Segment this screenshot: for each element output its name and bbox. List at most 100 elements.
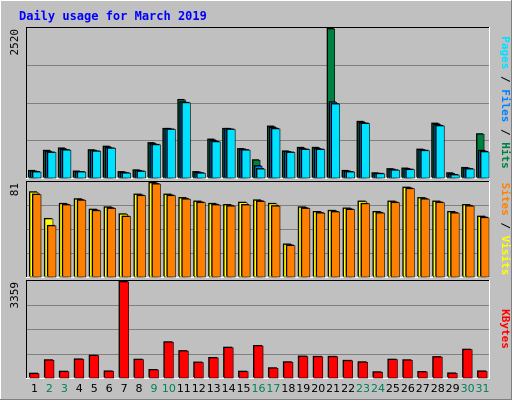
x-tick-label: 9 <box>150 382 157 395</box>
bar-kbytes <box>238 371 249 379</box>
bar-kbytes <box>179 350 189 379</box>
x-tick-label: 29 <box>446 382 460 395</box>
x-tick-label: 6 <box>106 382 113 395</box>
bar-sites <box>376 212 385 278</box>
legend-item: KBytes <box>499 309 512 349</box>
bar-sites <box>77 200 87 278</box>
y-axis-max-label: 81 <box>8 183 21 196</box>
legend-item: Pages <box>499 36 512 69</box>
x-tick-label: 18 <box>281 382 295 395</box>
x-tick-label: 16 <box>252 382 266 395</box>
bar-kbytes <box>193 362 204 379</box>
x-tick-label: 17 <box>266 382 280 395</box>
x-tick-label: 20 <box>311 382 325 395</box>
bar-pages <box>271 128 281 179</box>
bar-pages <box>152 144 161 179</box>
bar-kbytes <box>358 361 368 379</box>
bar-sites <box>421 198 430 278</box>
bar-pages <box>92 151 102 179</box>
bar-sites <box>211 204 221 278</box>
legend-item: / <box>499 69 512 89</box>
y-axis-max-label: 3359 <box>8 282 21 309</box>
chart-title: Daily usage for March 2019 <box>19 9 207 23</box>
bar-sites <box>331 211 341 278</box>
bar-pages <box>77 171 87 179</box>
bar-sites <box>450 212 460 278</box>
bar-kbytes <box>462 349 473 379</box>
bar-kbytes <box>29 373 40 379</box>
bar-pages <box>196 172 206 179</box>
bar-kbytes <box>134 359 144 379</box>
bar-kbytes <box>477 371 488 379</box>
x-tick-label: 2 <box>46 382 53 395</box>
legend-label: Pages / Files / Hits <box>499 36 512 169</box>
bar-sites <box>152 183 161 278</box>
bar-pages <box>182 102 191 179</box>
panel-2 <box>26 181 490 278</box>
bar-sites <box>62 204 72 278</box>
bar-sites <box>361 203 370 278</box>
x-tick-label: 8 <box>136 382 143 395</box>
bar-pages <box>465 168 475 179</box>
bar-kbytes <box>268 367 279 379</box>
bar-pages <box>316 149 326 179</box>
bar-pages <box>107 148 116 179</box>
legend-item: / <box>499 122 512 142</box>
panel-1 <box>26 27 490 179</box>
bar-kbytes <box>89 355 100 379</box>
bar-sites <box>316 212 326 278</box>
bar-pages <box>62 149 72 179</box>
panel-3-legend: KBytes <box>499 309 512 349</box>
bar-pages <box>450 174 460 179</box>
bar-sites <box>196 202 206 278</box>
bar-sites <box>32 194 42 278</box>
x-tick-label: 30 <box>461 382 475 395</box>
x-tick-label: 21 <box>326 382 340 395</box>
panels-group: 2520 Pages / Files / Hits 81 Sites / Visits… <box>8 27 512 379</box>
x-tick-label: 27 <box>416 382 430 395</box>
bar-pages <box>167 129 176 179</box>
panel-2-legend: Sites / Visits <box>499 183 512 276</box>
legend-item: Hits <box>499 142 512 169</box>
x-tick-label: 24 <box>371 382 385 395</box>
bar-kbytes <box>119 281 129 379</box>
bar-pages <box>376 173 385 179</box>
bar-pages <box>137 171 146 179</box>
bar-pages <box>226 129 236 179</box>
x-tick-label: 14 <box>222 382 236 395</box>
bar-pages <box>346 171 355 179</box>
legend-label: Sites / Visits <box>499 183 512 276</box>
bar-pages <box>241 149 251 179</box>
x-tick-label: 25 <box>386 382 400 395</box>
bar-kbytes <box>388 359 398 379</box>
bar-sites <box>406 188 415 278</box>
x-tick-label: 22 <box>341 382 355 395</box>
legend-item: Visits <box>499 236 512 276</box>
panel-3 <box>26 280 490 379</box>
bar-kbytes <box>328 356 339 379</box>
x-tick-label: 3 <box>61 382 68 395</box>
bar-kbytes <box>253 345 264 379</box>
bar-kbytes <box>223 347 234 379</box>
bar-sites <box>271 205 281 278</box>
legend-item: Sites <box>499 183 512 216</box>
bar-kbytes <box>149 369 159 379</box>
bar-pages <box>32 171 42 179</box>
bar-sites <box>226 205 236 278</box>
bar-kbytes <box>164 341 174 379</box>
x-tick-label: 31 <box>476 382 490 395</box>
bar-sites <box>122 216 131 278</box>
bar-sites <box>465 205 475 278</box>
bar-pages <box>480 151 490 179</box>
panel-1-legend: Pages / Files / Hits <box>499 36 512 169</box>
x-tick-label: 11 <box>177 382 191 395</box>
bar-kbytes <box>104 371 114 379</box>
bar-pages <box>361 123 370 179</box>
bar-sites <box>137 195 146 278</box>
bar-pages <box>331 103 341 179</box>
bar-sites <box>241 204 251 278</box>
bar-kbytes <box>59 371 70 379</box>
x-tick-label: 10 <box>162 382 176 395</box>
